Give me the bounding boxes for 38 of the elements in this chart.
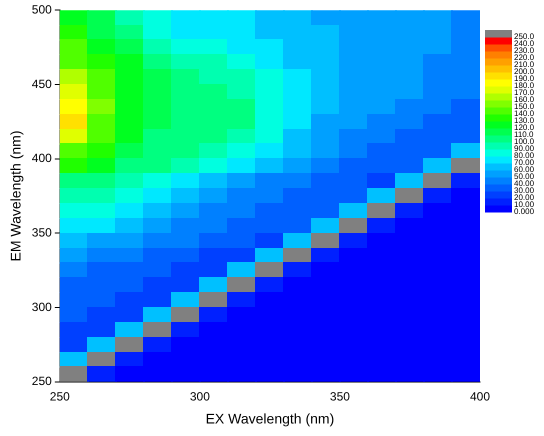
x-tick-label: 300 bbox=[190, 389, 210, 404]
y-tick-label: 450 bbox=[32, 76, 52, 91]
color-bar-label: 70.00 bbox=[514, 158, 535, 168]
y-tick-label: 400 bbox=[32, 151, 52, 166]
color-bar-label: 170.0 bbox=[514, 88, 535, 98]
color-bar-label: 180.0 bbox=[514, 81, 535, 90]
color-bar-label: 110.0 bbox=[514, 130, 534, 140]
color-bar-label: 80.00 bbox=[514, 151, 535, 160]
color-bar-label: 30.00 bbox=[514, 186, 535, 196]
color-bar-label: 240.0 bbox=[514, 39, 535, 48]
color-bar-label: 140.0 bbox=[514, 109, 535, 118]
color-bar-label: 0.000 bbox=[514, 207, 535, 216]
y-tick-label: 500 bbox=[32, 2, 52, 17]
color-bar-label: 210.0 bbox=[514, 60, 535, 70]
color-bar-label: 20.00 bbox=[514, 193, 535, 202]
y-tick-label: 350 bbox=[32, 225, 52, 240]
color-bar-label: 40.00 bbox=[514, 179, 535, 188]
color-bar-label: 100.0 bbox=[514, 137, 535, 146]
color-bar-label: 90.00 bbox=[514, 144, 535, 154]
x-tick-label: 400 bbox=[470, 389, 490, 404]
color-bar-label: 120.0 bbox=[514, 123, 535, 132]
color-bar-label: 190.0 bbox=[514, 74, 535, 84]
color-bar-label: 60.00 bbox=[514, 165, 535, 174]
color-bar-label: 10.00 bbox=[514, 200, 535, 210]
x-axis-title: EX Wavelength (nm) bbox=[206, 410, 334, 426]
y-axis-title: EM Wavelength (nm) bbox=[7, 130, 24, 262]
color-bar-label: 250.0 bbox=[514, 32, 535, 42]
color-bar-label: 130.0 bbox=[514, 116, 535, 126]
color-bar-label: 160.0 bbox=[514, 95, 535, 104]
color-bar-label: 230.0 bbox=[514, 46, 535, 56]
x-tick-label: 350 bbox=[330, 389, 350, 404]
color-bar-label: 150.0 bbox=[514, 102, 535, 112]
color-bar-label: 50.00 bbox=[514, 172, 535, 182]
y-tick-label: 300 bbox=[32, 300, 52, 314]
color-bar-label: 200.0 bbox=[514, 67, 535, 76]
x-tick-label: 250 bbox=[50, 389, 70, 404]
y-tick-label: 250 bbox=[32, 374, 52, 388]
color-bar-label: 220.0 bbox=[514, 53, 535, 62]
